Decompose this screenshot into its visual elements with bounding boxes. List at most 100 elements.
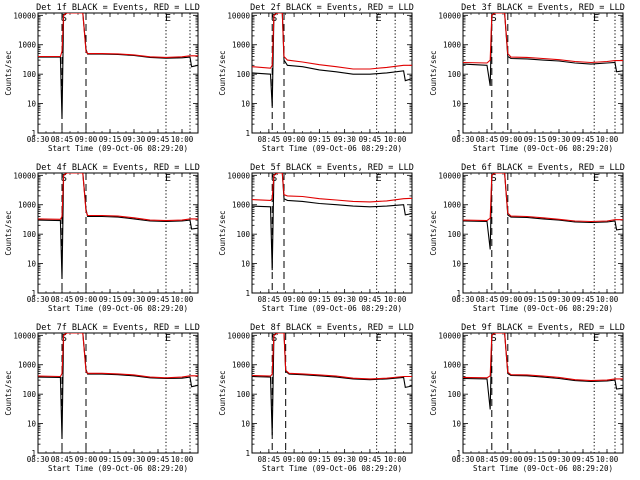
series-line-lld xyxy=(38,13,198,58)
y-tick-label: 100 xyxy=(22,390,36,399)
y-tick-label: 10 xyxy=(241,420,251,429)
x-tick-label: 10:00 xyxy=(171,135,194,144)
y-tick-label: 10000 xyxy=(227,171,250,180)
chart-title: Det 1f BLACK = Events, RED = LLD xyxy=(36,3,200,13)
series-line-lld xyxy=(252,333,412,380)
y-axis-label: Counts/sec xyxy=(429,370,438,415)
x-tick-label: 08:30 xyxy=(452,135,475,144)
chart-panel-1: Det 1f BLACK = Events, RED = LLD 1 10 100 10… xyxy=(4,3,200,153)
marker-label-e: E xyxy=(165,173,171,184)
x-tick-label: 08:30 xyxy=(452,455,475,464)
y-tick-label: 10 xyxy=(27,420,37,429)
y-tick-label: 10000 xyxy=(438,171,461,180)
series-line-lld xyxy=(38,333,198,379)
y-tick-label: 1 xyxy=(245,289,250,298)
x-tick-label: 10:00 xyxy=(384,295,407,304)
x-tick-label: 08:45 xyxy=(51,295,74,304)
y-tick-label: 10 xyxy=(452,100,462,109)
marker-label-e: E xyxy=(165,333,171,344)
y-tick-label: 10000 xyxy=(13,171,36,180)
x-tick-label: 10:00 xyxy=(596,135,619,144)
y-tick-label: 100 xyxy=(22,230,36,239)
y-tick-label: 1000 xyxy=(443,41,462,50)
x-tick-label: 09:45 xyxy=(572,135,595,144)
series-line-lld xyxy=(38,173,198,222)
y-tick-label: 10000 xyxy=(227,331,250,340)
x-tick-label: 08:30 xyxy=(27,135,50,144)
x-tick-label: 09:30 xyxy=(333,455,356,464)
chart-title: Det 6f BLACK = Events, RED = LLD xyxy=(461,163,625,173)
series-line-lld xyxy=(463,173,623,223)
y-tick-label: 1 xyxy=(456,449,461,458)
chart-panel-9: Det 9f BLACK = Events, RED = LLD 1 10 100 10… xyxy=(429,323,625,473)
x-tick-label: 09:45 xyxy=(147,135,170,144)
chart-panel-6: Det 6f BLACK = Events, RED = LLD 1 10 100 10… xyxy=(429,163,625,313)
x-tick-label: 09:30 xyxy=(548,295,571,304)
x-tick-label: 09:45 xyxy=(359,295,382,304)
marker-label-e: E xyxy=(165,13,171,24)
y-tick-label: 10000 xyxy=(13,331,36,340)
y-tick-label: 1 xyxy=(456,129,461,138)
x-axis-label: Start Time (09-Oct-06 08:29:20) xyxy=(262,304,402,313)
chart-title: Det 7f BLACK = Events, RED = LLD xyxy=(36,323,200,333)
x-tick-label: 09:45 xyxy=(572,455,595,464)
series-line-lld xyxy=(252,173,412,203)
y-tick-label: 100 xyxy=(447,230,461,239)
x-tick-label: 09:30 xyxy=(123,455,146,464)
x-tick-label: 08:45 xyxy=(51,135,74,144)
y-tick-label: 1 xyxy=(31,129,36,138)
y-tick-label: 1 xyxy=(31,449,36,458)
plot-frame xyxy=(462,332,624,454)
y-tick-label: 10000 xyxy=(438,11,461,20)
y-tick-label: 10 xyxy=(241,260,251,269)
marker-label-e: E xyxy=(376,173,382,184)
marker-label-s: S xyxy=(491,13,497,24)
x-tick-label: 10:00 xyxy=(384,455,407,464)
x-tick-label: 08:45 xyxy=(476,455,499,464)
x-tick-label: 08:30 xyxy=(452,295,475,304)
x-tick-label: 09:00 xyxy=(500,135,523,144)
y-tick-label: 10000 xyxy=(227,11,250,20)
x-tick-label: 10:00 xyxy=(596,295,619,304)
chart-title: Det 2f BLACK = Events, RED = LLD xyxy=(250,3,414,13)
y-tick-label: 1000 xyxy=(443,361,462,370)
x-tick-label: 08:45 xyxy=(258,135,281,144)
y-tick-label: 1 xyxy=(245,449,250,458)
y-axis-label: Counts/sec xyxy=(429,210,438,255)
x-tick-label: 09:00 xyxy=(75,455,98,464)
x-tick-label: 09:30 xyxy=(548,135,571,144)
chart-panel-5: Det 5f BLACK = Events, RED = LLD 1 10 100 10… xyxy=(218,163,414,313)
x-tick-label: 09:00 xyxy=(500,455,523,464)
x-tick-label: 09:45 xyxy=(147,455,170,464)
series-line-events xyxy=(38,173,198,280)
x-tick-label: 09:00 xyxy=(75,295,98,304)
x-tick-label: 09:00 xyxy=(500,295,523,304)
x-tick-label: 08:30 xyxy=(27,455,50,464)
x-tick-label: 09:15 xyxy=(99,455,122,464)
x-tick-label: 08:45 xyxy=(258,295,281,304)
series-line-events xyxy=(463,173,623,250)
x-tick-label: 08:30 xyxy=(27,295,50,304)
x-tick-label: 10:00 xyxy=(384,135,407,144)
plot-frame xyxy=(251,172,413,294)
series-line-events xyxy=(252,13,412,107)
y-tick-label: 1 xyxy=(245,129,250,138)
y-tick-label: 10 xyxy=(452,420,462,429)
y-tick-label: 10000 xyxy=(13,11,36,20)
x-tick-label: 09:30 xyxy=(333,295,356,304)
x-tick-label: 09:30 xyxy=(123,295,146,304)
y-tick-label: 1000 xyxy=(18,201,37,210)
y-tick-label: 10000 xyxy=(438,331,461,340)
x-tick-label: 09:15 xyxy=(99,135,122,144)
x-tick-label: 09:00 xyxy=(75,135,98,144)
x-tick-label: 10:00 xyxy=(596,455,619,464)
y-tick-label: 10 xyxy=(452,260,462,269)
series-line-lld xyxy=(252,13,412,70)
x-axis-label: Start Time (09-Oct-06 08:29:20) xyxy=(473,304,613,313)
y-tick-label: 1000 xyxy=(443,201,462,210)
x-axis-label: Start Time (09-Oct-06 08:29:20) xyxy=(48,144,188,153)
marker-label-s: S xyxy=(491,333,497,344)
chart-title: Det 8f BLACK = Events, RED = LLD xyxy=(250,323,414,333)
